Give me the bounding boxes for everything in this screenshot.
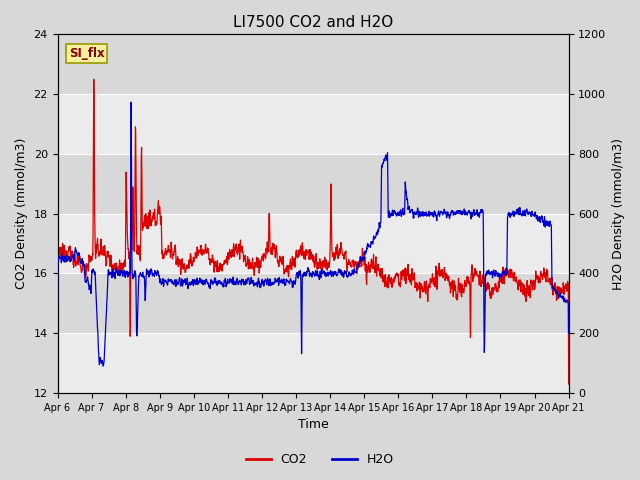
H2O (462, 209, 470, 215)
CO2 (54, 381, 61, 387)
CO2 (461, 282, 469, 288)
Line: CO2: CO2 (58, 79, 568, 384)
H2O (99, 363, 107, 369)
H2O (520, 212, 528, 218)
H2O (339, 270, 347, 276)
CO2 (534, 276, 541, 282)
X-axis label: Time: Time (298, 419, 328, 432)
Line: H2O: H2O (58, 102, 568, 366)
Bar (58, 34, 568, 94)
CO2 (90, 76, 97, 82)
H2O (127, 99, 135, 105)
H2O (328, 272, 336, 277)
CO2 (328, 232, 335, 238)
CO2 (520, 282, 527, 288)
Bar (58, 94, 568, 154)
Y-axis label: H2O Density (mmol/m3): H2O Density (mmol/m3) (612, 138, 625, 289)
Legend: CO2, H2O: CO2, H2O (241, 448, 399, 471)
H2O (196, 279, 204, 285)
Bar (58, 274, 568, 333)
Bar (58, 214, 568, 274)
Text: SI_flx: SI_flx (68, 48, 104, 60)
H2O (534, 218, 542, 224)
CO2 (564, 381, 572, 387)
Bar (58, 154, 568, 214)
CO2 (196, 249, 204, 254)
Bar (58, 333, 568, 393)
Title: LI7500 CO2 and H2O: LI7500 CO2 and H2O (233, 15, 393, 30)
H2O (54, 299, 61, 305)
Y-axis label: CO2 Density (mmol/m3): CO2 Density (mmol/m3) (15, 138, 28, 289)
CO2 (339, 252, 347, 258)
H2O (564, 330, 572, 336)
